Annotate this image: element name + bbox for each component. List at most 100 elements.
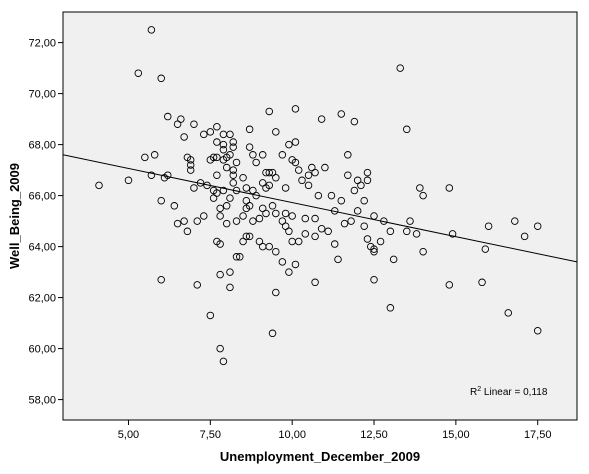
data-point bbox=[337, 196, 346, 205]
data-point bbox=[147, 171, 156, 179]
y-tick-label: 64,00 bbox=[28, 242, 56, 254]
data-point bbox=[134, 69, 143, 77]
data-point bbox=[190, 120, 198, 128]
data-point bbox=[448, 230, 457, 238]
data-point bbox=[311, 168, 319, 177]
data-point bbox=[170, 202, 179, 210]
data-point bbox=[386, 304, 395, 312]
data-point bbox=[226, 283, 234, 292]
data-point bbox=[285, 227, 293, 236]
data-point bbox=[245, 125, 254, 134]
data-point bbox=[236, 253, 244, 261]
data-point bbox=[206, 128, 215, 136]
data-point bbox=[265, 107, 274, 116]
y-tick-label: 70,00 bbox=[28, 89, 56, 101]
data-point bbox=[193, 217, 201, 225]
data-point bbox=[363, 176, 372, 185]
data-point bbox=[396, 64, 404, 72]
data-point bbox=[272, 128, 280, 136]
data-point bbox=[157, 74, 165, 83]
x-tick-label: 10,00 bbox=[278, 429, 306, 441]
data-point bbox=[239, 173, 247, 182]
data-point bbox=[272, 288, 280, 297]
r-squared-annotation: R2 Linear = 0,118 bbox=[470, 386, 548, 398]
data-point bbox=[265, 168, 274, 177]
data-point bbox=[213, 153, 221, 162]
data-point bbox=[242, 232, 251, 241]
data-points bbox=[95, 26, 542, 366]
data-point bbox=[229, 179, 237, 187]
data-point bbox=[389, 255, 398, 264]
data-point bbox=[321, 163, 329, 172]
data-point bbox=[219, 145, 228, 154]
x-tick-label: 7,50 bbox=[200, 429, 221, 441]
data-point bbox=[344, 171, 352, 179]
data-point bbox=[445, 281, 454, 289]
y-tick-label: 60,00 bbox=[28, 344, 56, 356]
y-tick-label: 58,00 bbox=[28, 395, 56, 407]
data-point bbox=[386, 227, 395, 236]
data-point bbox=[298, 176, 306, 185]
data-point bbox=[272, 209, 280, 218]
data-point bbox=[186, 166, 195, 174]
x-tick-label: 15,00 bbox=[442, 429, 470, 441]
data-point bbox=[268, 202, 277, 210]
data-point bbox=[232, 217, 241, 225]
data-point bbox=[294, 166, 303, 174]
data-point bbox=[520, 232, 529, 241]
axis-ticks: 5,00 7,50 10,00 12,50 15,00 17,50 58,00 60,00 62… bbox=[28, 38, 551, 441]
data-point bbox=[219, 186, 228, 195]
data-point bbox=[360, 222, 368, 230]
data-point bbox=[291, 105, 300, 113]
data-point bbox=[258, 151, 267, 159]
data-point bbox=[360, 196, 368, 205]
data-point bbox=[180, 217, 188, 225]
data-point bbox=[288, 212, 296, 220]
data-point bbox=[281, 184, 290, 192]
data-point bbox=[347, 217, 355, 225]
data-point bbox=[484, 222, 493, 230]
data-point bbox=[95, 181, 103, 190]
data-point bbox=[232, 253, 241, 261]
data-point bbox=[249, 217, 257, 225]
data-point bbox=[213, 189, 221, 197]
r-squared-superscript: 2 bbox=[477, 386, 481, 393]
data-point bbox=[219, 140, 228, 149]
data-point bbox=[533, 222, 542, 230]
data-point bbox=[164, 171, 172, 179]
data-point bbox=[157, 276, 165, 284]
data-point bbox=[285, 140, 293, 149]
data-point bbox=[229, 138, 237, 146]
data-point bbox=[403, 125, 411, 134]
data-point bbox=[511, 217, 519, 225]
data-point bbox=[164, 112, 172, 121]
data-point bbox=[294, 237, 303, 246]
data-point bbox=[344, 151, 352, 159]
data-point bbox=[180, 133, 188, 141]
data-point bbox=[226, 130, 234, 139]
x-tick-label: 5,00 bbox=[118, 429, 139, 441]
y-tick-label: 72,00 bbox=[28, 38, 56, 50]
data-point bbox=[311, 232, 319, 241]
r-squared-prefix: R bbox=[470, 387, 477, 398]
data-point bbox=[226, 268, 234, 276]
data-point bbox=[213, 171, 221, 179]
data-point bbox=[357, 181, 365, 190]
data-point bbox=[265, 242, 274, 251]
data-point bbox=[337, 110, 346, 118]
data-point bbox=[350, 186, 359, 195]
y-axis-title: Well_Being_2009 bbox=[7, 163, 22, 269]
data-point bbox=[242, 184, 251, 192]
data-point bbox=[291, 158, 300, 167]
data-point bbox=[317, 115, 326, 123]
data-point bbox=[330, 240, 339, 248]
data-point bbox=[200, 130, 208, 139]
data-point bbox=[229, 171, 237, 179]
data-point bbox=[412, 230, 421, 238]
data-point bbox=[504, 309, 512, 317]
data-point bbox=[311, 214, 319, 223]
data-point bbox=[272, 173, 280, 182]
data-point bbox=[278, 258, 287, 266]
